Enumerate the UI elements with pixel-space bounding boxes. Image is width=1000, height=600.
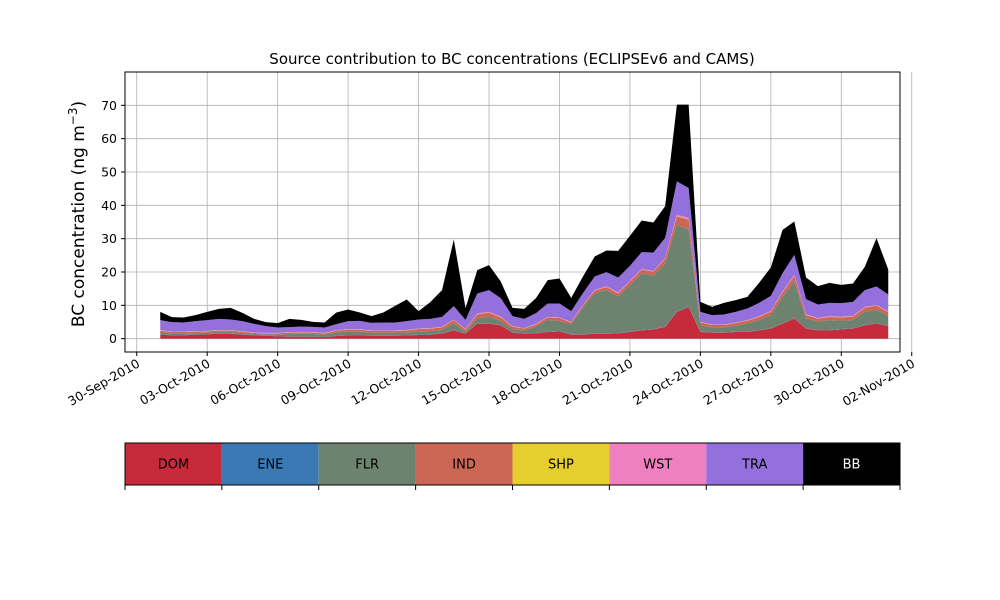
axes-frame [124, 71, 901, 353]
legend-swatch-shp [512, 443, 610, 485]
x-tick-label: 09-Oct-2010 [278, 356, 354, 408]
y-tick-label: 30 [101, 231, 117, 246]
y-tick-label: 0 [109, 331, 117, 346]
chart-title: Source contribution to BC concentrations… [269, 50, 754, 68]
x-tick-label: 02-Nov-2010 [840, 356, 918, 409]
legend-label-tra: TRA [741, 458, 767, 473]
y-axis-label-text: BC concentration (ng m [69, 125, 89, 327]
y-axis-label-close: ) [69, 101, 89, 108]
y-axis-label: BC concentration (ng m−3) [66, 101, 89, 327]
legend-label-bb: BB [843, 458, 861, 473]
legend-label-ene: ENE [257, 458, 283, 473]
legend-label-wst: WST [643, 458, 672, 473]
legend-swatch-dom [125, 443, 222, 485]
legend: DOM ENE FLR IND SHP WST TRA BB [124, 442, 901, 490]
y-tick-label: 10 [101, 298, 117, 313]
y-tick-label: 70 [101, 98, 117, 113]
legend-label-flr: FLR [355, 458, 379, 473]
x-tick-label: 30-Oct-2010 [771, 356, 847, 408]
legend-swatch-ind [415, 443, 513, 485]
y-tick-label: 40 [101, 198, 117, 213]
x-tick-label: 21-Oct-2010 [560, 356, 636, 408]
legend-label-dom: DOM [158, 458, 189, 473]
x-tick-label: 18-Oct-2010 [489, 356, 565, 408]
y-tick-label: 50 [101, 165, 117, 180]
plot-area: 0 10 20 30 40 50 60 70 30-Sep-201003-Oct-201006-… [65, 71, 918, 409]
area-series-ene [160, 306, 889, 337]
legend-swatch-wst [609, 443, 707, 485]
y-tick-label: 60 [101, 131, 117, 146]
x-tick-label: 03-Oct-2010 [137, 356, 213, 408]
legend-swatch-ene [221, 443, 319, 485]
x-tick-label: 15-Oct-2010 [419, 356, 495, 408]
x-tick-label: 06-Oct-2010 [207, 356, 283, 408]
area-series-dom [160, 307, 889, 339]
y-tick-label: 20 [101, 265, 117, 280]
legend-label-shp: SHP [548, 458, 574, 473]
legend-swatch-bb [803, 443, 900, 485]
legend-swatch-flr [318, 443, 416, 485]
area-series-flr [160, 224, 889, 337]
legend-swatch-tra [706, 443, 804, 485]
legend-label-ind: IND [452, 458, 476, 473]
x-tick-label: 24-Oct-2010 [630, 356, 706, 408]
x-tick-label: 27-Oct-2010 [701, 356, 777, 408]
x-tick-label: 30-Sep-2010 [65, 356, 142, 409]
y-axis-label-superscript: −3 [66, 107, 80, 125]
x-tick-label: 12-Oct-2010 [348, 356, 424, 408]
